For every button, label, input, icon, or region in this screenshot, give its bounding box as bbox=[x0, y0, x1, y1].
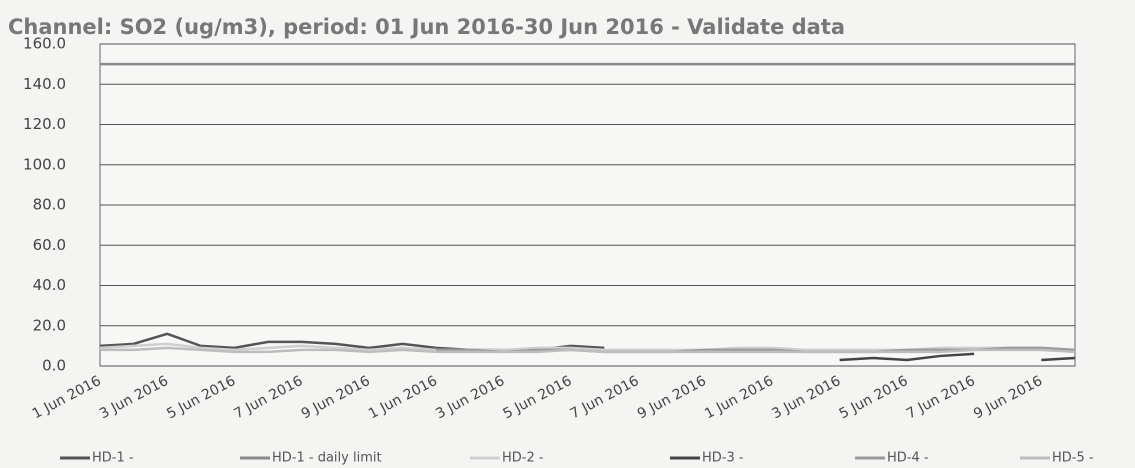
series-line bbox=[1041, 356, 1076, 362]
x-tick-label: 5 Jun 2016 bbox=[500, 373, 574, 423]
x-tick-label: 5 Jun 2016 bbox=[164, 373, 238, 423]
y-tick-label: 160.0 bbox=[23, 35, 66, 53]
x-tick-label: 9 Jun 2016 bbox=[299, 373, 373, 423]
x-tick-label: 1 Jun 2016 bbox=[366, 373, 440, 423]
y-tick-label: 120.0 bbox=[23, 115, 66, 133]
x-tick-label: 5 Jun 2016 bbox=[837, 373, 911, 423]
y-tick-label: 60.0 bbox=[33, 236, 66, 254]
x-tick-label: 9 Jun 2016 bbox=[635, 373, 709, 423]
x-tick-label: 7 Jun 2016 bbox=[904, 373, 978, 423]
y-tick-label: 100.0 bbox=[23, 155, 66, 173]
x-tick-label: 9 Jun 2016 bbox=[971, 373, 1045, 423]
series-line bbox=[100, 346, 1076, 354]
x-tick-label: 1 Jun 2016 bbox=[702, 373, 776, 423]
legend-label: HD-3 - bbox=[702, 451, 744, 466]
y-tick-label: 40.0 bbox=[33, 276, 66, 294]
y-tick-label: 0.0 bbox=[42, 357, 66, 375]
legend-label: HD-2 - bbox=[502, 451, 544, 466]
y-tick-label: 140.0 bbox=[23, 75, 66, 93]
x-tick-label: 3 Jun 2016 bbox=[97, 373, 171, 423]
x-tick-label: 3 Jun 2016 bbox=[433, 373, 507, 423]
y-tick-label: 80.0 bbox=[33, 196, 66, 214]
chart-title: Channel: SO2 (ug/m3), period: 01 Jun 201… bbox=[8, 15, 845, 39]
series-line bbox=[839, 352, 975, 362]
legend-label: HD-5 - bbox=[1052, 451, 1094, 466]
legend-label: HD-4 - bbox=[887, 451, 929, 466]
x-tick-label: 7 Jun 2016 bbox=[231, 373, 305, 423]
x-tick-label: 1 Jun 2016 bbox=[30, 373, 104, 423]
x-tick-label: 3 Jun 2016 bbox=[769, 373, 843, 423]
y-tick-label: 20.0 bbox=[33, 316, 66, 334]
legend-label: HD-1 - bbox=[92, 451, 134, 466]
legend-label: HD-1 - daily limit bbox=[272, 451, 382, 466]
x-tick-label: 7 Jun 2016 bbox=[568, 373, 642, 423]
